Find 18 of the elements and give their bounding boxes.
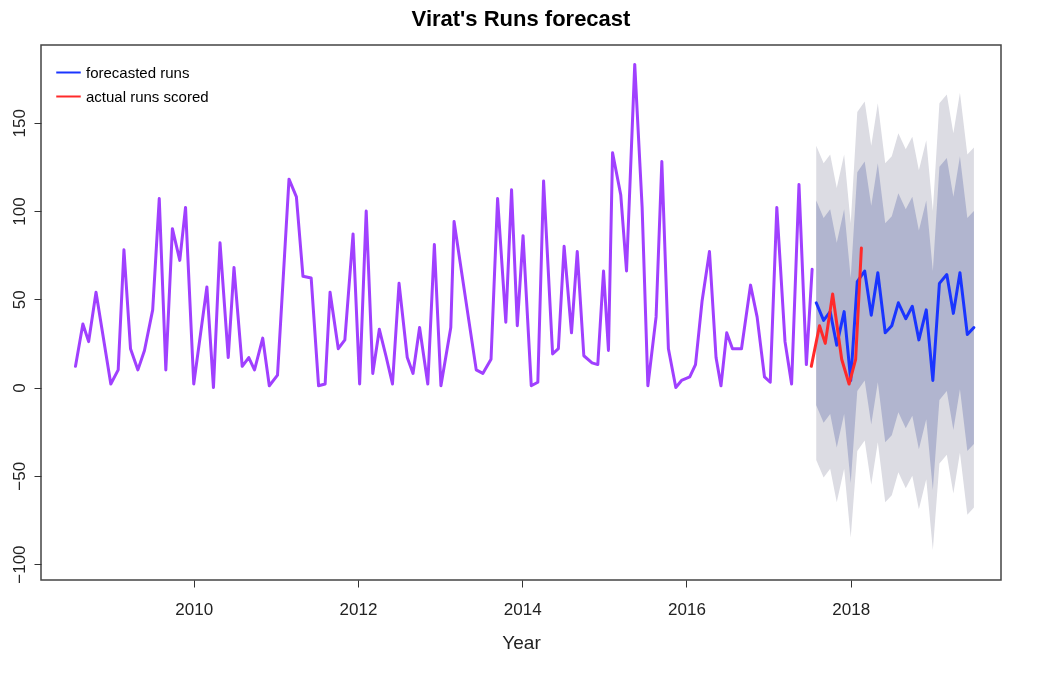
legend-label: actual runs scored [86, 87, 209, 105]
x-axis-title: Year [502, 631, 542, 653]
x-tick-label: 2010 [175, 599, 214, 619]
x-tick-label: 2012 [339, 599, 378, 619]
line-series [809, 246, 863, 386]
y-tick-label: −100 [9, 545, 29, 584]
x-tick-label: 2016 [668, 599, 706, 619]
y-tick-label: −50 [9, 461, 29, 491]
x-tick-label: 2014 [503, 599, 542, 619]
line-series [73, 62, 814, 390]
y-tick-label: 50 [9, 290, 29, 310]
y-tick-label: 150 [9, 109, 29, 138]
chart-title: Virat's Runs forecast [411, 6, 632, 31]
line-series [814, 269, 976, 382]
y-tick-label: 0 [9, 383, 29, 393]
x-tick-label: 2018 [832, 599, 871, 619]
legend-label: forecasted runs [86, 63, 190, 81]
y-tick-label: 100 [9, 197, 29, 226]
